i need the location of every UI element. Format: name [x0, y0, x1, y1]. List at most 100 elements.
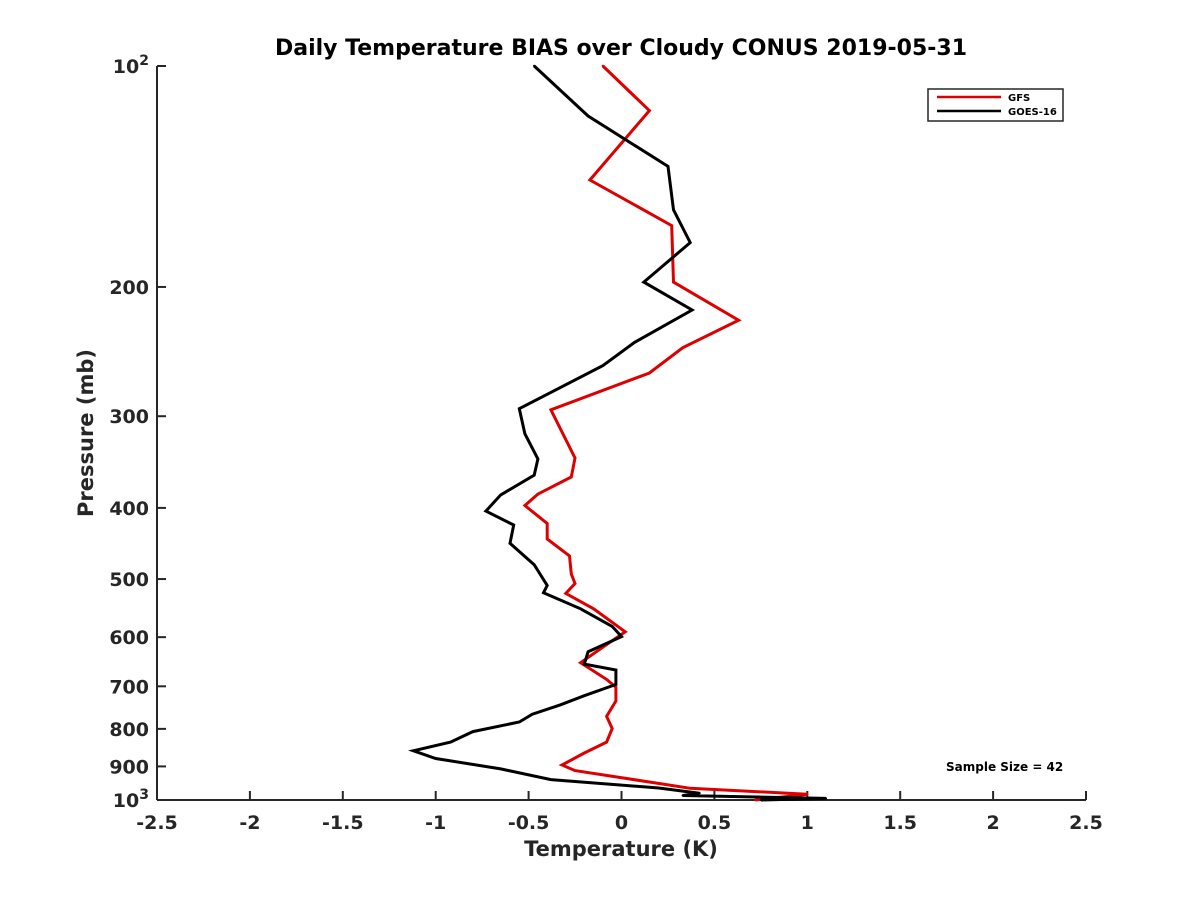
data-point-gfs — [611, 727, 614, 730]
data-point-gfs — [560, 763, 564, 767]
x-tick-label: 2.5 — [1069, 812, 1103, 834]
data-point-gfs — [614, 699, 618, 703]
data-point-goes16 — [583, 662, 586, 666]
y-tick-label: 500 — [109, 569, 149, 591]
data-point-goes16 — [533, 474, 536, 477]
series-line-goes16 — [408, 64, 826, 802]
x-tick-label: 0.5 — [698, 812, 732, 834]
data-point-gfs — [754, 798, 757, 802]
chart-title: Daily Temperature BIAS over Cloudy CONUS… — [275, 36, 967, 61]
series-line-gfs — [522, 64, 808, 802]
data-point-goes16 — [449, 740, 452, 744]
data-point-gfs — [588, 178, 592, 182]
data-point-gfs — [549, 408, 553, 411]
data-point-gfs — [536, 492, 540, 496]
data-point-goes16 — [559, 703, 562, 707]
data-point-gfs — [605, 715, 608, 718]
data-point-goes16 — [579, 607, 582, 610]
data-point-gfs — [573, 769, 577, 772]
data-point-goes16 — [549, 778, 553, 781]
data-point-gfs — [583, 751, 586, 755]
data-point-goes16 — [614, 683, 618, 686]
legend-box — [927, 88, 1064, 122]
data-point-gfs — [605, 740, 608, 744]
data-point-goes16 — [824, 797, 828, 800]
data-point-gfs — [605, 678, 608, 681]
data-point-goes16 — [681, 794, 684, 797]
data-point-gfs — [573, 456, 577, 460]
y-tick-label: 103 — [113, 787, 149, 812]
data-point-goes16 — [512, 523, 515, 527]
y-tick-label: 300 — [109, 406, 149, 428]
data-point-goes16 — [633, 341, 636, 344]
y-tick-label: 200 — [109, 277, 149, 299]
x-tick-label: 1.5 — [883, 812, 917, 834]
data-point-gfs — [672, 280, 675, 284]
data-point-gfs — [648, 109, 651, 112]
data-point-goes16 — [546, 584, 549, 587]
y-tick-label: 102 — [113, 53, 149, 78]
y-tick-label: 600 — [109, 627, 149, 649]
data-point-gfs — [570, 475, 573, 479]
data-point-gfs — [564, 592, 567, 595]
x-tick-label: -1 — [425, 812, 446, 834]
data-point-gfs — [592, 607, 595, 610]
data-point-gfs — [681, 346, 684, 349]
data-point-goes16 — [471, 730, 475, 733]
data-point-goes16 — [499, 767, 502, 771]
data-point-gfs — [689, 787, 692, 790]
data-point-goes16 — [689, 241, 692, 244]
data-point-goes16 — [642, 280, 645, 284]
data-point-goes16 — [698, 792, 701, 795]
data-point-gfs — [601, 64, 605, 68]
data-point-gfs — [806, 793, 809, 796]
data-point-goes16 — [542, 591, 545, 594]
y-tick-label: 400 — [109, 498, 149, 520]
data-point-gfs — [546, 537, 549, 541]
data-point-goes16 — [533, 563, 536, 566]
data-point-goes16 — [508, 542, 512, 545]
x-tick-label: -0.5 — [508, 812, 550, 834]
x-tick-label: -2 — [239, 812, 260, 834]
x-tick-label: 2 — [986, 812, 999, 834]
legend-label-goes16: GOES-16 — [1008, 107, 1057, 118]
data-point-gfs — [579, 661, 582, 664]
data-point-gfs — [568, 554, 571, 558]
y-axis-title: Pressure (mb) — [74, 349, 98, 517]
data-point-goes16 — [531, 713, 534, 716]
data-point-goes16 — [601, 364, 605, 367]
y-ticks: 102 200 300 400 500 600 700 800 900 103 — [109, 53, 166, 812]
plot-area — [156, 66, 1086, 801]
data-point-goes16 — [759, 798, 763, 802]
x-tick-label: 1 — [801, 812, 814, 834]
data-point-goes16 — [523, 432, 527, 435]
x-ticks: -2.5 -2 -1.5 -1 -0.5 0 0.5 1 1.5 2 2.5 — [136, 791, 1103, 834]
data-point-goes16 — [412, 749, 415, 752]
data-point-goes16 — [533, 64, 536, 68]
sample-size-annotation: Sample Size = 42 — [946, 760, 1063, 774]
data-point-goes16 — [614, 668, 618, 672]
data-point-goes16 — [518, 407, 521, 410]
legend: GFS GOES-16 — [927, 88, 1064, 122]
data-point-gfs — [661, 782, 664, 786]
x-tick-label: -2.5 — [136, 812, 178, 834]
data-point-goes16 — [586, 650, 590, 653]
data-point-gfs — [570, 572, 573, 576]
data-point-goes16 — [434, 757, 437, 760]
data-point-gfs — [737, 319, 740, 322]
x-axis-title: Temperature (K) — [524, 837, 718, 861]
data-point-gfs — [546, 522, 549, 525]
data-point-goes16 — [518, 720, 521, 724]
y-tick-label: 900 — [109, 756, 149, 778]
data-point-gfs — [614, 686, 618, 689]
data-point-goes16 — [690, 308, 694, 312]
data-point-goes16 — [666, 165, 670, 168]
data-point-gfs — [670, 224, 673, 227]
series-lines — [408, 64, 828, 802]
data-point-goes16 — [657, 786, 660, 790]
legend-label-gfs: GFS — [1008, 93, 1030, 104]
data-point-gfs — [648, 371, 651, 375]
x-tick-label: 0 — [615, 812, 628, 834]
data-point-gfs — [573, 582, 577, 585]
